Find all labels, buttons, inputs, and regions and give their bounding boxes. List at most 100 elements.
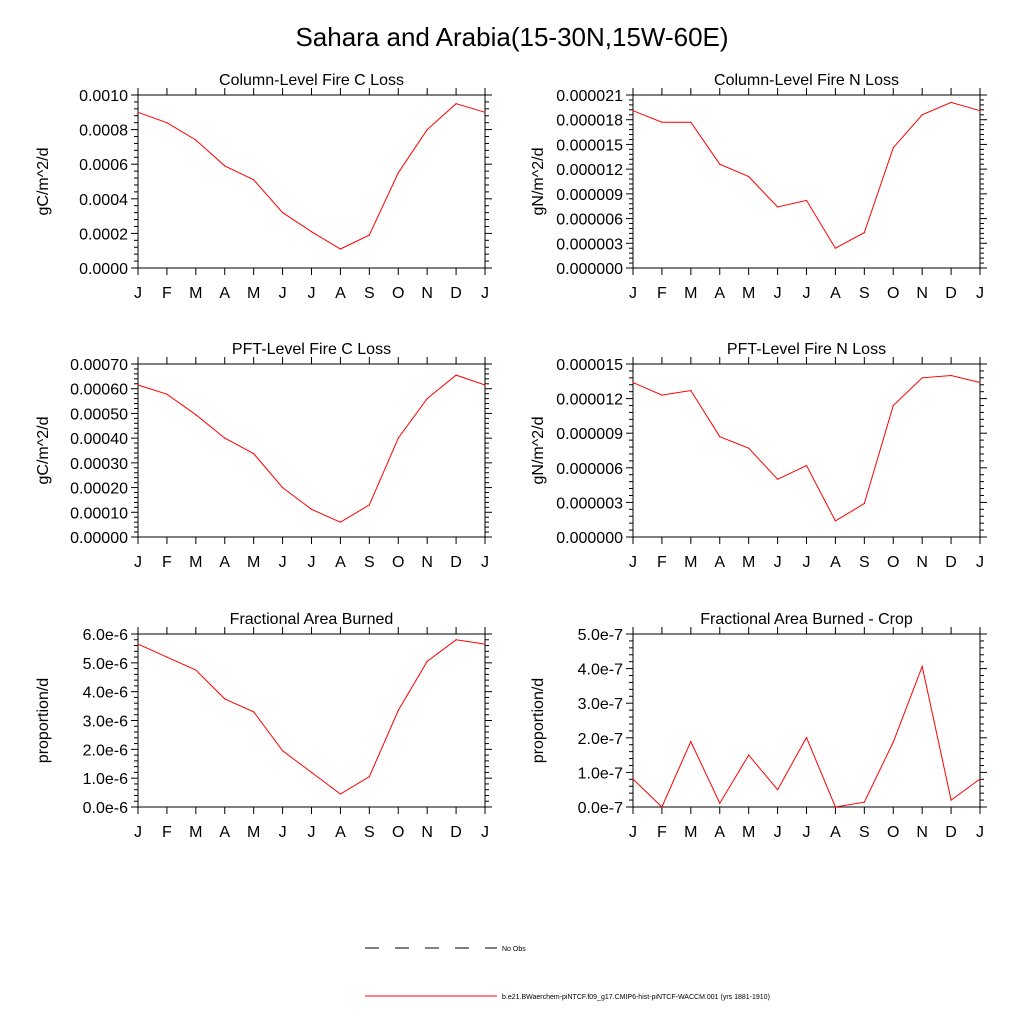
x-tick-label: O <box>887 554 899 571</box>
data-point <box>166 656 168 658</box>
y-axis-label: gN/m^2/d <box>530 417 547 485</box>
figure-title: Sahara and Arabia(15-30N,15W-60E) <box>295 22 729 52</box>
y-tick-label: 0.000015 <box>556 357 623 374</box>
data-point <box>632 110 634 112</box>
y-tick-label: 0.0e-7 <box>578 800 623 817</box>
data-point <box>137 384 139 386</box>
data-point <box>281 212 284 214</box>
y-tick-label: 4.0e-7 <box>578 662 623 679</box>
x-tick-label: S <box>364 285 375 302</box>
x-tick-label: A <box>219 554 230 571</box>
series-line <box>632 374 981 522</box>
data-point <box>979 381 981 384</box>
data-point <box>368 776 370 778</box>
x-tick-label: A <box>335 824 346 841</box>
x-tick-label: J <box>629 554 637 571</box>
x-tick-label: A <box>219 285 230 302</box>
x-tick-label: D <box>945 824 957 841</box>
legend-item-model: b.e21.BWaerchem-piNTCF.f09_g17.CMIP6-his… <box>365 994 770 1001</box>
data-point <box>776 789 779 791</box>
x-tick-label: A <box>830 554 841 571</box>
panel-title: Fractional Area Burned - Crop <box>700 611 913 628</box>
x-tick-label: D <box>945 285 957 302</box>
data-point <box>484 643 486 645</box>
x-tick-label: J <box>279 824 287 841</box>
y-tick-label: 0.0e-6 <box>83 800 128 817</box>
data-point <box>661 806 663 808</box>
data-point <box>281 486 284 489</box>
data-point <box>863 502 865 505</box>
data-point <box>397 437 399 439</box>
y-tick-label: 0.00030 <box>70 456 128 473</box>
data-point <box>426 129 428 131</box>
data-point <box>979 778 981 780</box>
data-point <box>921 377 923 379</box>
x-tick-label: S <box>859 285 870 302</box>
y-tick-label: 6.0e-6 <box>83 627 128 644</box>
chart-panel-4: J F M A M J J A S O N D J0.0000000.0000030.0000060.0… <box>530 341 987 571</box>
y-tick-label: 3.0e-6 <box>83 714 128 731</box>
plot-frame <box>137 363 486 538</box>
plot-frame <box>137 94 486 269</box>
x-tick-label: J <box>134 285 142 302</box>
x-tick-label: N <box>916 285 928 302</box>
data-point <box>455 374 457 376</box>
data-point <box>719 163 721 165</box>
y-tick-label: 0.0010 <box>79 88 128 105</box>
x-tick-label: M <box>684 554 697 571</box>
x-tick-label: M <box>189 554 202 571</box>
x-tick-label: F <box>657 824 667 841</box>
data-point <box>776 206 779 208</box>
data-point <box>690 389 692 392</box>
panel-title: Column-Level Fire N Loss <box>714 72 899 89</box>
legend-item-no-obs: No Obs <box>365 946 526 953</box>
x-tick-label: A <box>714 285 725 302</box>
data-point <box>484 384 486 386</box>
data-point <box>397 709 399 712</box>
y-tick-label: 0.000012 <box>556 162 623 179</box>
y-tick-label: 0.000012 <box>556 392 623 409</box>
y-tick-label: 0.0008 <box>79 123 128 140</box>
data-point <box>310 231 313 233</box>
x-tick-label: J <box>134 554 142 571</box>
data-point <box>368 234 370 236</box>
y-axis-label: gN/m^2/d <box>530 148 547 216</box>
data-point <box>310 508 313 510</box>
data-point <box>339 521 342 523</box>
data-point <box>834 247 837 249</box>
y-tick-label: 0.000003 <box>556 236 623 253</box>
x-tick-label: J <box>279 554 287 571</box>
data-point <box>224 698 226 700</box>
x-tick-label: O <box>887 824 899 841</box>
y-tick-label: 0.000000 <box>556 261 623 278</box>
x-tick-label: M <box>684 824 697 841</box>
data-point <box>253 711 255 713</box>
y-tick-label: 1.0e-7 <box>578 765 623 782</box>
data-point <box>834 806 837 808</box>
panel-title: Column-Level Fire C Loss <box>219 72 404 89</box>
x-tick-label: F <box>657 285 667 302</box>
data-point <box>397 172 399 174</box>
y-tick-label: 0.000018 <box>556 113 623 130</box>
panel-title: PFT-Level Fire N Loss <box>727 341 886 358</box>
y-tick-label: 0.00020 <box>70 481 128 498</box>
y-tick-label: 0.00060 <box>70 382 128 399</box>
x-tick-label: A <box>714 824 725 841</box>
y-tick-label: 2.0e-6 <box>83 742 128 759</box>
data-point <box>748 754 750 756</box>
y-tick-label: 5.0e-7 <box>578 627 623 644</box>
data-point <box>137 111 139 113</box>
data-point <box>426 398 428 400</box>
y-tick-label: 0.000003 <box>556 495 623 512</box>
x-tick-label: N <box>421 554 433 571</box>
x-tick-label: M <box>189 285 202 302</box>
x-tick-label: J <box>629 824 637 841</box>
data-point <box>863 801 865 803</box>
x-tick-label: D <box>945 554 957 571</box>
series-line <box>137 639 486 795</box>
y-tick-label: 0.00000 <box>70 530 128 547</box>
x-tick-label: J <box>629 285 637 302</box>
plot-frame <box>632 633 981 808</box>
y-tick-label: 5.0e-6 <box>83 656 128 673</box>
